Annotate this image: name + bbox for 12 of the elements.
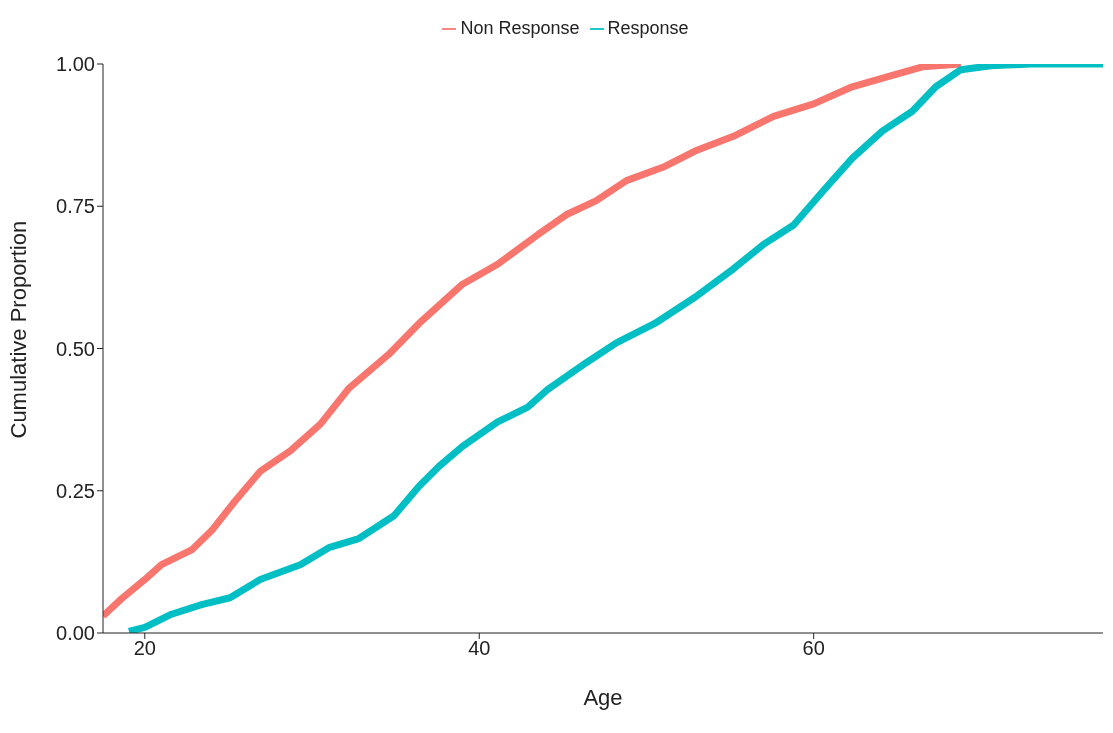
y-tick-label: 1.00 <box>56 53 95 76</box>
x-tick-label: 40 <box>468 637 491 660</box>
y-axis-title: Cumulative Proportion <box>5 220 31 439</box>
legend-label: Non Response <box>460 18 580 38</box>
y-tick-label: 0.00 <box>56 622 95 645</box>
y-tick-label: 0.50 <box>56 337 95 360</box>
legend-label: Response <box>607 18 689 38</box>
x-tick-label: 20 <box>133 637 156 660</box>
y-tick-label: 0.75 <box>56 195 95 218</box>
x-tick-label: 60 <box>802 637 825 660</box>
y-tick-label: 0.25 <box>56 479 95 502</box>
x-axis-title: Age <box>583 685 623 710</box>
